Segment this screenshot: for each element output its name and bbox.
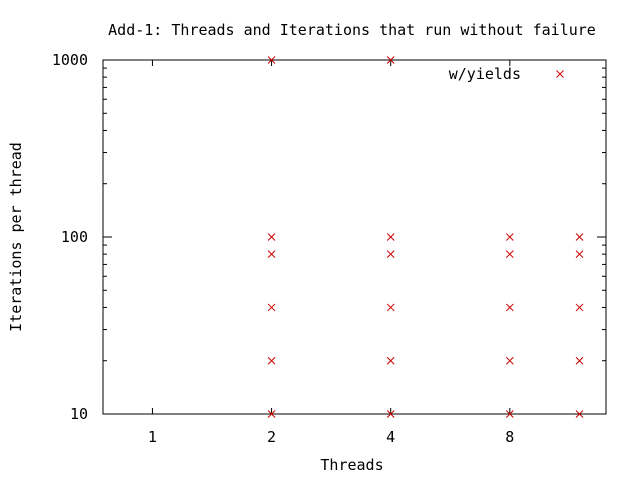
data-point bbox=[386, 410, 395, 418]
data-point bbox=[267, 303, 276, 312]
data-point bbox=[575, 410, 584, 418]
data-point bbox=[575, 356, 584, 365]
data-point bbox=[386, 356, 395, 365]
x-axis-label: Threads bbox=[320, 456, 383, 474]
y-tick-label: 10 bbox=[70, 405, 88, 423]
x-axis: 1 2 4 8 bbox=[148, 60, 514, 446]
data-point bbox=[267, 356, 276, 365]
data-point bbox=[505, 233, 514, 241]
y-axis-label: Iterations per thread bbox=[7, 142, 25, 332]
data-point bbox=[267, 233, 276, 241]
y-tick-label: 100 bbox=[61, 228, 88, 246]
data-point bbox=[575, 233, 584, 241]
legend-x-marker bbox=[556, 70, 564, 78]
plot-frame bbox=[102, 59, 607, 415]
data-point bbox=[575, 250, 584, 259]
data-points bbox=[267, 56, 584, 418]
data-point bbox=[386, 250, 395, 259]
chart-title: Add-1: Threads and Iterations that run w… bbox=[108, 21, 596, 39]
x-tick-label: 1 bbox=[148, 428, 157, 446]
data-point bbox=[575, 303, 584, 312]
data-point bbox=[267, 56, 276, 64]
data-point bbox=[386, 56, 395, 64]
data-point bbox=[267, 410, 276, 418]
x-tick-label: 2 bbox=[267, 428, 276, 446]
data-point bbox=[267, 250, 276, 259]
y-tick-label: 1000 bbox=[52, 51, 88, 69]
legend: w/yields bbox=[449, 65, 564, 83]
x-tick-label: 8 bbox=[505, 428, 514, 446]
data-point bbox=[505, 250, 514, 259]
legend-label: w/yields bbox=[449, 65, 521, 83]
data-point bbox=[386, 303, 395, 312]
data-point bbox=[505, 410, 514, 418]
y-axis: 10 100 1000 bbox=[52, 51, 606, 423]
legend-marker bbox=[556, 70, 564, 78]
x-tick-label: 4 bbox=[386, 428, 395, 446]
data-point bbox=[505, 303, 514, 312]
data-point bbox=[386, 233, 395, 241]
data-point bbox=[505, 356, 514, 365]
